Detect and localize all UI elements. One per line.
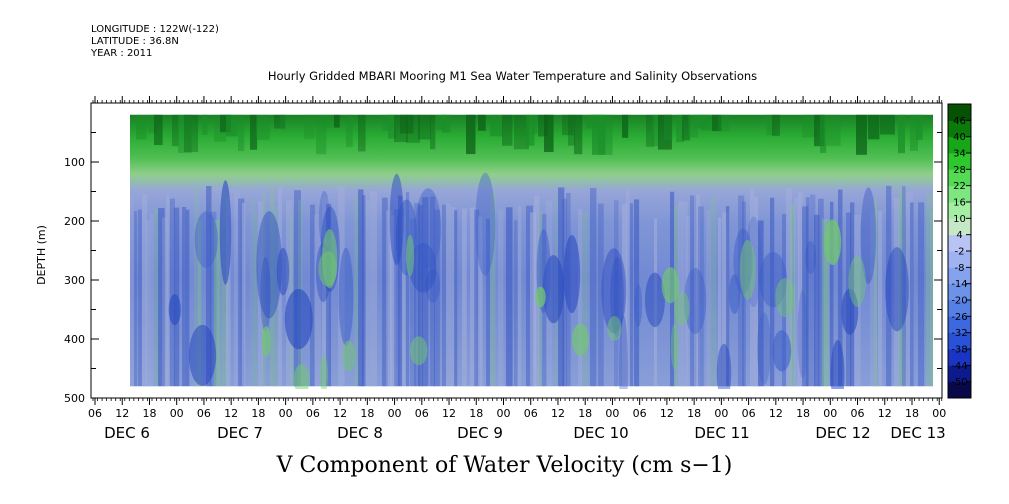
x-tick-label: 12 [224,407,238,420]
colorbar-swatch [948,365,971,383]
colorbar-swatch [948,120,971,138]
x-tick-label: 18 [360,407,374,420]
x-tick-label: 06 [197,407,211,420]
colorbar-label: 40 [953,132,966,143]
heatmap-texture [130,114,933,387]
year-label: YEAR : 2011 [91,48,153,59]
y-tick-label: 300 [64,274,85,287]
x-tick-label: 18 [796,407,810,420]
colorbar-label: -32 [951,328,967,339]
y-axis-label: DEPTH (m) [35,225,48,285]
x-day-label: DEC 11 [694,424,749,442]
x-tick-label: 00 [388,407,402,420]
chart-title: Hourly Gridded MBARI Mooring M1 Sea Wate… [267,69,758,83]
x-tick-label: 18 [142,407,156,420]
colorbar-label: 34 [953,149,966,160]
variable-label: V Component of Water Velocity (cm s−1) [276,453,733,478]
x-tick-label: 12 [660,407,674,420]
colorbar-label: 46 [953,116,966,127]
x-day-label: DEC 12 [815,424,870,442]
x-tick-label: 18 [469,407,483,420]
colorbar-swatch [948,169,971,187]
colorbar-label: 22 [953,181,966,192]
colorbar-label: 10 [953,214,966,225]
x-tick-label: 12 [769,407,783,420]
colorbar-label: -14 [951,279,967,290]
colorbar-swatch [948,218,971,236]
colorbar-label: -44 [951,361,967,372]
x-tick-label: 12 [551,407,565,420]
colorbar-swatch [948,202,971,219]
colorbar-label: 16 [953,198,966,209]
x-tick-label: 12 [442,407,456,420]
colorbar-label: -2 [955,247,965,258]
x-tick-label: 00 [932,407,946,420]
colorbar-label: -50 [951,377,967,388]
colorbar: 46 40 34 28 22 16 10 4 -2 -8 -14 -20 -26 -32 -38 -44 -50 [947,103,972,399]
colorbar-swatch [948,136,971,154]
colorbar-swatch [948,251,971,268]
x-tick-label: 12 [333,407,347,420]
x-tick-label: 06 [742,407,756,420]
y-tick-label: 400 [64,333,85,346]
colorbar-label: 28 [953,165,966,176]
x-tick-label: 18 [687,407,701,420]
colorbar-swatch [948,349,971,366]
longitude-label: LONGITUDE : 122W(-122) [91,24,219,35]
x-tick-label: 06 [524,407,538,420]
x-day-label: DEC 6 [104,424,150,442]
x-tick-label: 06 [633,407,647,420]
colorbar-swatch [948,153,971,170]
x-tick-label: 00 [823,407,837,420]
x-tick-label: 06 [88,407,102,420]
colorbar-swatch [948,332,971,350]
x-day-label: DEC 8 [337,424,383,442]
y-tick-label: 500 [64,392,85,405]
x-tick-label: 00 [170,407,184,420]
colorbar-swatch [948,316,971,334]
x-tick-label: 18 [578,407,592,420]
x-tick-label: 06 [415,407,429,420]
colorbar-swatch [948,283,971,301]
x-tick-label: 18 [905,407,919,420]
colorbar-swatch [948,185,971,203]
x-day-label: DEC 9 [457,424,503,442]
x-tick-label: 18 [251,407,265,420]
colorbar-label: 4 [956,230,962,241]
x-day-label: DEC 13 [890,424,945,442]
colorbar-swatch [948,381,971,399]
x-tick-label: 00 [279,407,293,420]
x-tick-label: 12 [878,407,892,420]
x-day-label: DEC 10 [573,424,628,442]
colorbar-swatch [948,234,971,252]
x-tick-label: 00 [497,407,511,420]
y-tick-label: 100 [64,156,85,169]
axes: 06 12 18 00 06 12 18 00 06 12 18 00 06 12 18 00 06 12 18 00… [35,96,946,442]
colorbar-swatch [948,267,971,285]
colorbar-swatch [948,300,971,317]
colorbar-label: -38 [951,345,967,356]
x-tick-label: 06 [851,407,865,420]
y-tick-label: 200 [64,215,85,228]
x-tick-label: 06 [306,407,320,420]
colorbar-label: -26 [951,312,967,323]
x-day-label: DEC 7 [217,424,263,442]
x-tick-label: 12 [115,407,129,420]
colorbar-swatch [948,104,971,121]
heatmap-field [130,114,933,389]
colorbar-label: -20 [951,296,967,307]
x-tick-label: 00 [605,407,619,420]
latitude-label: LATITUDE : 36.8N [91,36,179,47]
colorbar-label: -8 [955,263,965,274]
x-tick-label: 00 [714,407,728,420]
